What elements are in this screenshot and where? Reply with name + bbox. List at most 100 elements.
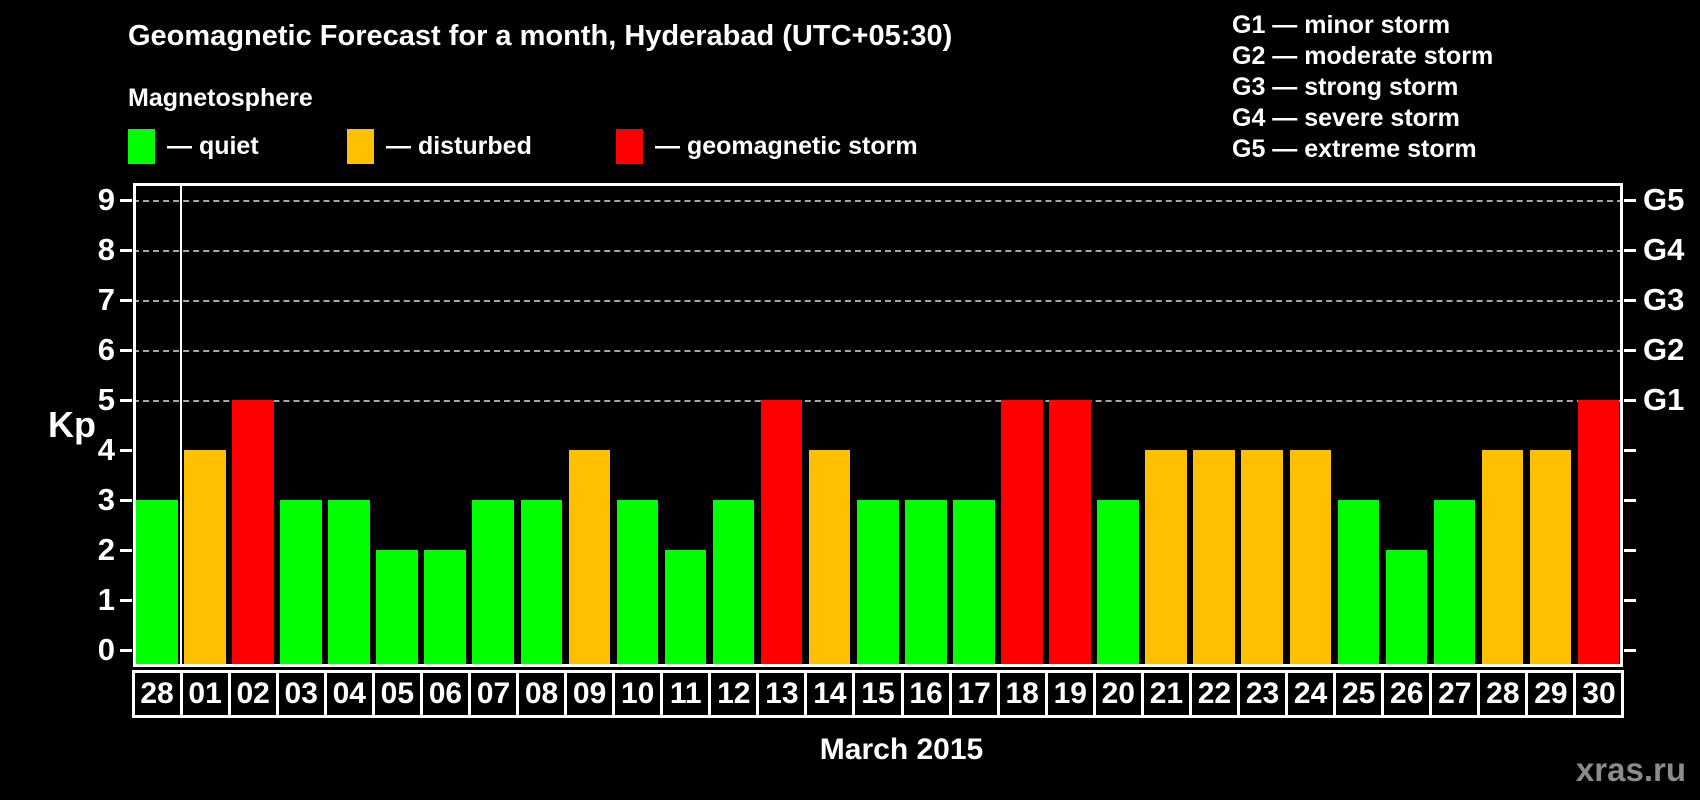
bar-day-10-quiet [616, 500, 659, 667]
bar-day-05-quiet [376, 550, 418, 667]
bar-day-23-disturbed [1241, 450, 1284, 667]
bar-day-28-quiet [136, 500, 178, 667]
color-legend: — quiet — disturbed — geomagnetic storm [0, 129, 1700, 167]
bar-day-27-quiet [1433, 500, 1476, 667]
g-scale-legend-line-2: G2 — moderate storm [1232, 42, 1494, 70]
month-separator-line [180, 183, 183, 667]
day-label-22: 22 [1188, 670, 1240, 718]
bar-day-14-disturbed [808, 450, 851, 667]
bar-day-28-disturbed [1481, 450, 1524, 667]
bar-day-02-storm [232, 400, 274, 667]
y-axis-tick-left-9 [120, 199, 132, 202]
bar-day-08-quiet [520, 500, 563, 667]
y-axis-tick-left-7 [120, 299, 132, 302]
g-level-label-G5: G5 [1643, 182, 1685, 217]
y-axis-tick-left-8 [120, 249, 132, 252]
day-label-14: 14 [804, 670, 856, 718]
day-label-16: 16 [900, 670, 952, 718]
g-scale-legend-line-5: G5 — extreme storm [1232, 135, 1477, 163]
y-axis-tick-left-4 [120, 449, 132, 452]
legend-item-quiet: — quiet [128, 129, 259, 164]
day-label-23: 23 [1236, 670, 1289, 718]
day-label-07: 07 [467, 670, 519, 718]
y-axis-label-1: 1 [97, 582, 115, 617]
day-label-feb-28: 28 [131, 670, 183, 718]
bar-day-12-quiet [712, 500, 755, 667]
g-scale-legend: G1 — minor storm G2 — moderate storm G3 — … [1232, 10, 1493, 165]
y-axis-tick-right-5 [1624, 399, 1636, 402]
bar-day-16-quiet [905, 500, 947, 667]
day-label-05: 05 [371, 670, 423, 718]
g-level-label-G1: G1 [1643, 382, 1685, 417]
y-axis-tick-right-9 [1624, 199, 1636, 202]
y-axis-label-8: 8 [97, 232, 115, 267]
legend-heading: Magnetosphere [128, 84, 313, 112]
gridline-kp-9 [133, 200, 1623, 202]
y-axis-tick-right-3 [1624, 499, 1636, 502]
day-label-09: 09 [564, 670, 616, 718]
bar-day-18-storm [1001, 400, 1043, 667]
legend-item-geomagnetic-storm: — geomagnetic storm [616, 129, 918, 164]
day-label-13: 13 [756, 670, 808, 718]
day-label-25: 25 [1333, 670, 1385, 718]
watermark: xras.ru [1575, 751, 1686, 788]
g-level-label-G3: G3 [1643, 282, 1685, 317]
y-axis-tick-left-2 [120, 549, 132, 552]
g-level-label-G4: G4 [1643, 232, 1685, 267]
y-axis-tick-right-0 [1624, 649, 1636, 652]
y-axis-label-3: 3 [97, 482, 115, 517]
y-axis-tick-right-1 [1624, 599, 1636, 602]
bar-day-15-quiet [856, 500, 899, 667]
legend-label-quiet: — quiet [167, 132, 259, 160]
gridline-kp-7 [133, 300, 1623, 302]
y-axis-tick-right-7 [1624, 299, 1636, 302]
day-label-18: 18 [996, 670, 1048, 718]
gridline-kp-6 [133, 350, 1623, 352]
y-axis-label-2: 2 [97, 532, 115, 567]
plot-frame [133, 183, 1623, 667]
day-label-29: 29 [1525, 670, 1577, 718]
day-label-24: 24 [1285, 670, 1337, 718]
bar-day-17-quiet [953, 500, 995, 667]
y-axis-tick-left-6 [120, 349, 132, 352]
y-axis-tick-left-0 [120, 649, 132, 652]
day-label-11: 11 [660, 670, 712, 718]
day-label-27: 27 [1429, 670, 1481, 718]
g-scale-legend-line-1: G1 — minor storm [1232, 11, 1451, 39]
bar-day-03-quiet [280, 500, 322, 667]
legend-item-disturbed: — disturbed [347, 129, 532, 164]
gridline-kp-5 [133, 400, 1623, 402]
y-axis-tick-left-5 [120, 399, 132, 402]
day-label-19: 19 [1044, 670, 1096, 718]
bar-day-19-storm [1049, 400, 1091, 667]
g-level-label-G2: G2 [1643, 332, 1685, 367]
bar-day-25-quiet [1337, 500, 1380, 667]
bar-day-22-disturbed [1193, 450, 1235, 667]
plot-area [133, 183, 1623, 667]
day-label-10: 10 [612, 670, 664, 718]
bar-day-09-disturbed [568, 450, 611, 667]
legend-label-geomagnetic-storm: — geomagnetic storm [655, 132, 918, 160]
day-label-02: 02 [227, 670, 279, 718]
chart-title: Geomagnetic Forecast for a month, Hydera… [128, 20, 953, 52]
day-label-28: 28 [1477, 670, 1529, 718]
y-axis-label-7: 7 [97, 282, 115, 317]
bar-day-30-storm [1577, 400, 1620, 667]
y-axis-label-9: 9 [97, 182, 115, 217]
day-label-12: 12 [708, 670, 760, 718]
bar-day-24-disturbed [1289, 450, 1332, 667]
y-axis-tick-left-3 [120, 499, 132, 502]
day-label-01: 01 [179, 670, 231, 718]
y-axis-tick-right-6 [1624, 349, 1636, 352]
disturbed-swatch-icon [347, 129, 374, 164]
day-label-17: 17 [948, 670, 1000, 718]
day-label-20: 20 [1092, 670, 1144, 718]
x-axis-title: March 2015 [819, 733, 984, 766]
day-label-21: 21 [1140, 670, 1192, 718]
bar-day-11-quiet [664, 550, 707, 667]
y-axis-tick-right-8 [1624, 249, 1636, 252]
day-label-30: 30 [1573, 670, 1625, 718]
bar-day-20-quiet [1097, 500, 1139, 667]
quiet-swatch-icon [128, 129, 155, 164]
day-label-04: 04 [323, 670, 375, 718]
